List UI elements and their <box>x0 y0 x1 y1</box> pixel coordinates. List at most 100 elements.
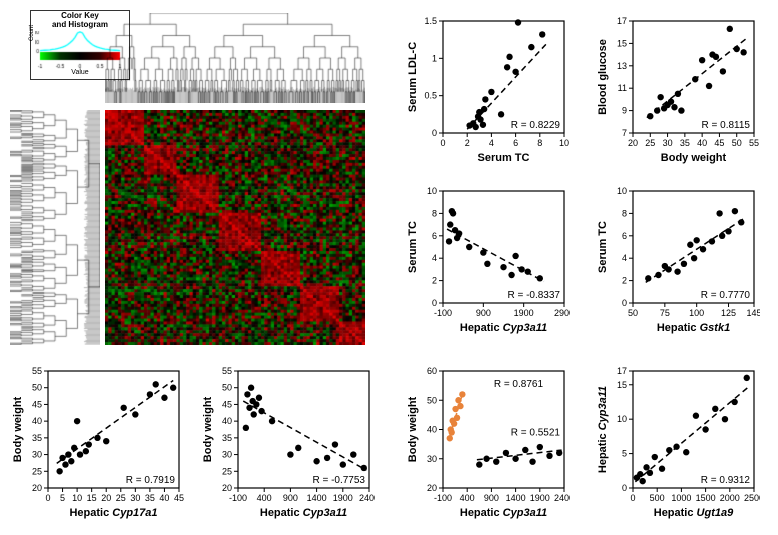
svg-text:50: 50 <box>732 138 742 148</box>
scatter-s1: 024681000.511.5Serum TCSerum LDL-CR = 0.… <box>405 15 570 165</box>
svg-text:2: 2 <box>622 276 627 286</box>
svg-text:Hepatic Gstk1: Hepatic Gstk1 <box>657 322 730 334</box>
scatter-s8: 0500100015002000250005101517Hepatic Ugt1… <box>595 365 760 520</box>
svg-text:1400: 1400 <box>307 493 327 503</box>
svg-text:40: 40 <box>697 138 707 148</box>
svg-text:20: 20 <box>427 483 437 493</box>
svg-text:30: 30 <box>32 450 42 460</box>
svg-text:8: 8 <box>622 208 627 218</box>
svg-text:40: 40 <box>427 425 437 435</box>
svg-text:10: 10 <box>427 186 437 196</box>
svg-text:30: 30 <box>663 138 673 148</box>
svg-text:45: 45 <box>222 399 232 409</box>
svg-text:50: 50 <box>222 383 232 393</box>
scatter-s4: 50751001251450246810Hepatic Gstk1Serum T… <box>595 185 760 335</box>
svg-text:900: 900 <box>476 308 491 318</box>
svg-text:0: 0 <box>630 493 635 503</box>
svg-text:R = 0.7919: R = 0.7919 <box>126 475 176 486</box>
svg-text:0: 0 <box>432 298 437 308</box>
svg-text:35: 35 <box>145 493 155 503</box>
scatter-s2: 20253035404550557911131517Body weightBlo… <box>595 15 760 165</box>
svg-text:55: 55 <box>222 366 232 376</box>
colorkey-ylabel: Count <box>29 25 35 41</box>
svg-text:0: 0 <box>440 138 445 148</box>
svg-text:6: 6 <box>432 231 437 241</box>
svg-text:35: 35 <box>680 138 690 148</box>
svg-text:4: 4 <box>622 253 627 263</box>
svg-text:10: 10 <box>617 186 627 196</box>
svg-text:1.5: 1.5 <box>424 16 437 26</box>
svg-text:Serum TC: Serum TC <box>407 221 419 273</box>
svg-text:Serum TC: Serum TC <box>478 152 530 164</box>
svg-text:0: 0 <box>622 483 627 493</box>
scatter-s5: 0510152025303540452025303540455055Hepati… <box>10 365 185 520</box>
svg-text:R = -0.8337: R = -0.8337 <box>507 290 560 301</box>
svg-text:0: 0 <box>622 298 627 308</box>
svg-text:2: 2 <box>465 138 470 148</box>
svg-text:1500: 1500 <box>696 493 716 503</box>
svg-text:25: 25 <box>32 466 42 476</box>
svg-text:15: 15 <box>617 38 627 48</box>
svg-text:13: 13 <box>617 61 627 71</box>
svg-text:8: 8 <box>432 208 437 218</box>
svg-text:R = 0.8761: R = 0.8761 <box>494 379 544 390</box>
svg-text:30: 30 <box>130 493 140 503</box>
svg-text:50: 50 <box>32 383 42 393</box>
svg-text:9: 9 <box>622 106 627 116</box>
svg-text:50: 50 <box>427 395 437 405</box>
svg-text:Body weight: Body weight <box>407 396 419 462</box>
svg-text:35: 35 <box>222 433 232 443</box>
svg-text:1400: 1400 <box>506 493 526 503</box>
svg-text:1900: 1900 <box>514 308 534 318</box>
svg-text:20: 20 <box>32 483 42 493</box>
svg-text:20: 20 <box>222 483 232 493</box>
svg-text:2500: 2500 <box>744 493 760 503</box>
svg-text:2: 2 <box>432 276 437 286</box>
svg-text:R = -0.7753: R = -0.7753 <box>312 475 365 486</box>
dendrogram-left <box>10 110 100 345</box>
svg-text:Serum LDL-C: Serum LDL-C <box>407 42 419 112</box>
svg-text:15: 15 <box>617 380 627 390</box>
svg-text:75: 75 <box>660 308 670 318</box>
svg-text:500: 500 <box>650 493 665 503</box>
svg-text:Serum TC: Serum TC <box>597 221 609 273</box>
svg-text:40: 40 <box>222 416 232 426</box>
svg-text:17: 17 <box>617 366 627 376</box>
svg-text:10: 10 <box>559 138 569 148</box>
svg-text:30: 30 <box>427 454 437 464</box>
svg-text:Body weight: Body weight <box>12 396 24 462</box>
scatter-s3: -100900190029000246810Hepatic Cyp3a11Ser… <box>405 185 570 335</box>
svg-text:Blood glucose: Blood glucose <box>597 39 609 115</box>
svg-text:Hepatic Cyp3a11: Hepatic Cyp3a11 <box>597 386 609 473</box>
heatmap-canvas <box>105 110 365 345</box>
svg-text:Hepatic Cyp3a11: Hepatic Cyp3a11 <box>460 507 547 519</box>
svg-text:1900: 1900 <box>333 493 353 503</box>
svg-text:400: 400 <box>257 493 272 503</box>
svg-text:R = 0.8115: R = 0.8115 <box>702 120 751 131</box>
svg-text:145: 145 <box>746 308 760 318</box>
svg-text:8: 8 <box>537 138 542 148</box>
svg-text:25: 25 <box>222 466 232 476</box>
svg-text:0: 0 <box>45 493 50 503</box>
figure-root: Color Key and Histogram Count Value 0246… <box>10 10 768 525</box>
svg-text:-100: -100 <box>229 493 247 503</box>
svg-text:11: 11 <box>618 83 627 93</box>
svg-text:25: 25 <box>116 493 126 503</box>
svg-text:60: 60 <box>427 366 437 376</box>
svg-text:2400: 2400 <box>359 493 375 503</box>
svg-text:55: 55 <box>749 138 759 148</box>
svg-text:900: 900 <box>283 493 298 503</box>
svg-text:Hepatic Cyp17a1: Hepatic Cyp17a1 <box>69 507 157 519</box>
scatter-s6: -1004009001400190024002025303540455055He… <box>200 365 375 520</box>
svg-text:10: 10 <box>72 493 82 503</box>
svg-text:Hepatic Ugt1a9: Hepatic Ugt1a9 <box>654 507 734 519</box>
svg-text:R = 0.9312: R = 0.9312 <box>701 475 751 486</box>
svg-text:Hepatic Cyp3a11: Hepatic Cyp3a11 <box>460 322 547 334</box>
svg-text:40: 40 <box>32 416 42 426</box>
svg-text:40: 40 <box>159 493 169 503</box>
svg-text:25: 25 <box>645 138 655 148</box>
svg-text:R = 0.5521: R = 0.5521 <box>511 427 561 438</box>
svg-text:45: 45 <box>32 399 42 409</box>
svg-text:6: 6 <box>622 231 627 241</box>
svg-text:Body weight: Body weight <box>202 396 214 462</box>
